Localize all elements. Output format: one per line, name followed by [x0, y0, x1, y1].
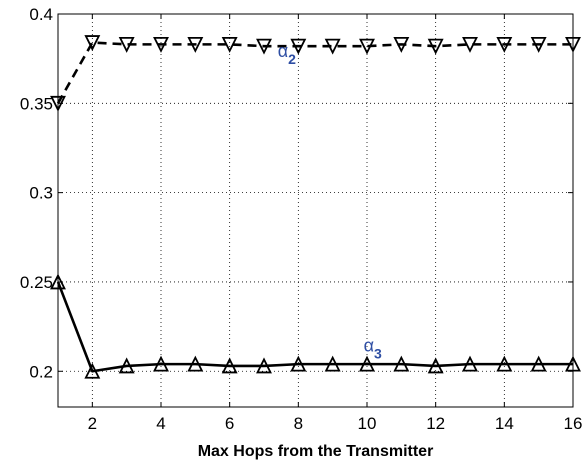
data-point-marker [530, 355, 547, 372]
data-point-marker [84, 362, 101, 379]
data-point-marker [153, 355, 169, 372]
data-point-marker [359, 355, 375, 372]
annotation-symbol: α [364, 336, 374, 356]
data-point-marker [290, 38, 307, 55]
data-point-marker [462, 355, 478, 372]
series-annotation: α2 [278, 41, 296, 67]
axes [57, 13, 574, 408]
data-point-marker [565, 355, 581, 372]
data-point-marker [530, 36, 547, 53]
y-tick-label: 0.35 [20, 94, 53, 113]
data-point-marker [393, 36, 410, 53]
x-tick-label: 6 [225, 414, 234, 433]
x-tick-label: 10 [358, 414, 377, 433]
series-line [56, 41, 573, 104]
data-point-marker [221, 357, 238, 374]
y-tick-label: 0.4 [29, 5, 53, 24]
data-point-marker [462, 36, 478, 53]
series-annotation: α3 [364, 336, 382, 362]
series-line [56, 281, 573, 373]
x-tick-label: 12 [426, 414, 445, 433]
data-point-marker [290, 355, 307, 372]
data-point-marker [187, 355, 204, 372]
data-point-marker [256, 38, 272, 55]
annotation-symbol: α [278, 41, 288, 61]
x-tick-label: 4 [156, 414, 165, 433]
data-point-marker [496, 355, 513, 372]
data-point-marker [187, 36, 204, 53]
data-point-marker [565, 36, 581, 53]
data-point-marker [427, 357, 444, 374]
series-2 [50, 273, 581, 379]
y-tick-label: 0.25 [20, 273, 53, 292]
data-point-marker [221, 36, 238, 53]
series-1 [50, 35, 581, 112]
data-point-marker [50, 273, 66, 290]
data-point-marker [393, 355, 410, 372]
data-point-marker [50, 95, 66, 112]
data-point-marker [153, 36, 169, 53]
x-axis-label: Max Hops from the Transmitter [198, 443, 434, 460]
data-point-marker [427, 38, 444, 55]
data-point-marker [496, 36, 513, 53]
series-group [50, 35, 581, 379]
y-tick-label: 0.2 [29, 362, 53, 381]
plot-frame [57, 13, 574, 408]
data-point-marker [359, 38, 375, 55]
x-tick-label: 14 [495, 414, 514, 433]
grid-lines [58, 14, 573, 407]
data-point-marker [324, 38, 341, 55]
data-point-marker [84, 35, 101, 52]
x-tick-label: 2 [88, 414, 97, 433]
data-point-marker [256, 357, 272, 374]
annotation-subscript: 2 [288, 51, 296, 67]
data-point-marker [118, 36, 135, 53]
data-point-marker [324, 355, 341, 372]
x-tick-label: 16 [564, 414, 583, 433]
data-point-marker [118, 357, 135, 374]
annotation-subscript: 3 [374, 346, 382, 362]
x-tick-label: 8 [294, 414, 303, 433]
y-tick-label: 0.3 [29, 184, 53, 203]
labels: 2 4 6 8 10 12 14 16 0.2 0.25 0.3 0.35 0.4 Max Hops fr… [20, 5, 583, 460]
